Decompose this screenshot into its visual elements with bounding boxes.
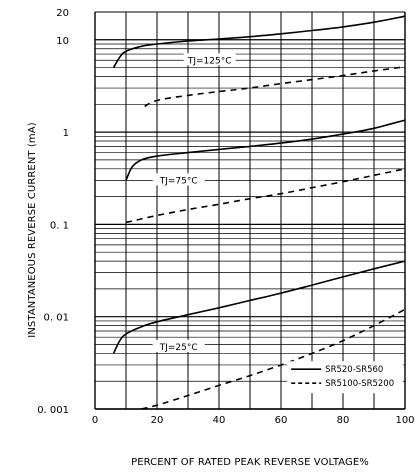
annotation-bg [152,339,205,352]
series-line-sr520-sr560-0 [112,15,406,68]
series-line-sr5100-sr5200-1 [144,66,406,108]
y-tick-label: 20 [56,8,69,19]
temperature-annotation: TJ=25°C [159,343,198,353]
y-tick-label: 0. 001 [37,405,69,416]
grid [94,11,406,410]
series-line-sr5100-sr5200-5 [141,308,406,410]
annotations: TJ=125°C TJ=75°C TJ=25°C [152,53,236,353]
series-line-sr520-sr560-2 [125,119,406,181]
temperature-annotation: TJ=75°C [159,176,198,186]
x-tick-label: 80 [337,415,350,426]
x-tick-label: 20 [151,415,164,426]
y-tick-label: 1 [63,128,69,139]
x-tick-label: 0 [92,415,98,426]
legend: SR520-SR560 SR5100-SR5200 [287,361,403,394]
series-line-sr5100-sr5200-3 [125,168,406,224]
annotation-bg [152,173,205,186]
x-axis-label: PERCENT OF RATED PEAK REVERSE VOLTAGE% [131,457,369,468]
y-tick-label: 0. 01 [44,313,69,324]
y-tick-label: 10 [56,36,69,47]
y-axis-label: INSTANTANEOUS REVERSE CURRENT (mA) [27,122,38,337]
x-tick-label: 60 [275,415,288,426]
annotation-bg [183,53,236,66]
legend-label: SR5100-SR5200 [325,379,394,389]
series-line-sr520-sr560-4 [112,260,406,354]
x-tick-labels: 0 20 40 60 80 100 [92,415,415,426]
legend-bg [287,361,403,394]
temperature-annotation: TJ=125°C [187,56,232,66]
legend-label: SR520-SR560 [325,365,383,375]
x-tick-label: 40 [213,415,226,426]
y-tick-label: 0. 1 [50,220,69,231]
curves [112,15,406,410]
x-tick-label: 100 [395,415,414,426]
y-tick-labels: 0. 001 0. 01 0. 1 1 10 20 [37,8,69,416]
